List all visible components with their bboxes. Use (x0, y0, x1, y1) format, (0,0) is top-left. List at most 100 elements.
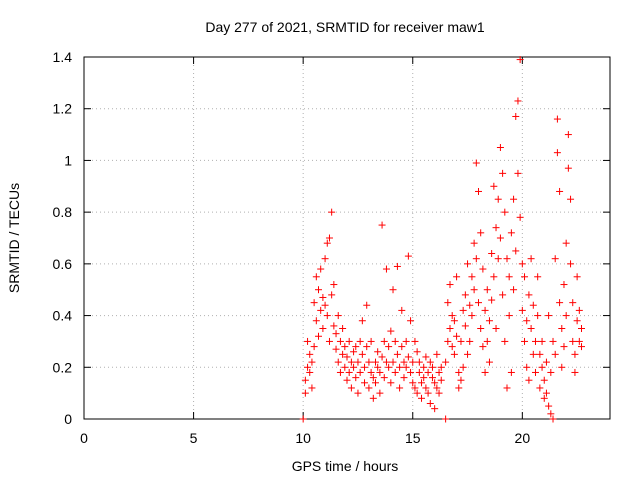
data-point (481, 306, 489, 314)
data-point (542, 358, 550, 366)
chart-title: Day 277 of 2021, SRMTID for receiver maw… (205, 19, 485, 35)
data-point (358, 350, 366, 358)
data-point (514, 169, 522, 177)
data-point (510, 195, 518, 203)
data-point (391, 368, 399, 376)
data-point (477, 325, 485, 332)
data-point (479, 265, 487, 273)
data-point (413, 389, 421, 397)
data-point (470, 286, 478, 294)
data-point (567, 195, 575, 203)
data-point (424, 389, 432, 397)
data-point (393, 350, 401, 358)
data-point (361, 379, 369, 387)
data-point (330, 281, 338, 289)
data-point (382, 358, 390, 366)
data-point (573, 317, 581, 325)
data-point (380, 374, 388, 382)
data-point (475, 299, 482, 307)
data-point (499, 169, 507, 177)
data-point (431, 405, 439, 413)
data-point (507, 229, 515, 237)
data-point (341, 363, 349, 371)
data-point (492, 325, 500, 332)
data-point (496, 234, 504, 242)
data-point (422, 384, 430, 392)
data-point (352, 343, 360, 351)
data-point (330, 322, 338, 330)
data-point (343, 376, 351, 384)
data-point (516, 213, 524, 221)
data-point (369, 374, 377, 382)
data-point (402, 363, 410, 371)
data-point (389, 286, 397, 294)
data-point (468, 273, 476, 281)
data-point (350, 363, 358, 371)
data-point (428, 374, 436, 382)
data-point (446, 325, 454, 332)
data-point (415, 358, 423, 366)
data-point (457, 337, 465, 345)
data-point (389, 358, 397, 366)
data-point (437, 363, 445, 371)
data-point (481, 368, 489, 376)
data-point (505, 273, 513, 281)
data-point (391, 337, 399, 345)
data-point (323, 312, 331, 320)
data-point (518, 260, 526, 268)
data-point (459, 363, 467, 371)
data-point (426, 358, 434, 366)
data-point (466, 301, 474, 309)
data-point (470, 239, 478, 247)
data-point (431, 379, 439, 387)
data-point (514, 97, 522, 105)
data-point (538, 337, 546, 345)
data-point (571, 368, 579, 376)
data-point (398, 306, 406, 314)
data-point (304, 337, 312, 345)
data-point (319, 325, 327, 332)
data-point (334, 312, 342, 320)
data-point (433, 384, 441, 392)
y-tick-label: 1.4 (53, 49, 73, 65)
data-point (569, 299, 577, 307)
data-point (512, 247, 520, 255)
data-point (475, 187, 482, 195)
data-point (361, 363, 369, 371)
data-point (332, 330, 340, 338)
data-point (310, 299, 318, 307)
data-point (339, 350, 347, 358)
data-point (479, 343, 487, 351)
data-point (371, 358, 379, 366)
data-point (398, 343, 406, 351)
data-point (387, 379, 395, 387)
data-point (536, 384, 544, 392)
data-point (354, 358, 362, 366)
data-point (551, 255, 559, 263)
data-point (553, 115, 561, 123)
data-point (553, 149, 561, 157)
data-point (521, 273, 529, 281)
data-point (540, 376, 548, 384)
data-point (510, 286, 518, 294)
data-point (525, 291, 533, 299)
data-point (310, 343, 318, 351)
data-point (560, 281, 568, 289)
data-point (420, 363, 428, 371)
data-point (356, 368, 364, 376)
data-point (365, 358, 373, 366)
data-point (415, 368, 423, 376)
data-point (464, 350, 472, 358)
data-point (424, 368, 432, 376)
data-point (523, 317, 531, 325)
y-tick-label: 0.6 (53, 256, 73, 272)
data-point (363, 301, 371, 309)
data-point (435, 389, 443, 397)
data-point (409, 379, 417, 387)
data-point (461, 322, 469, 330)
data-point (339, 325, 347, 332)
data-point (540, 394, 548, 402)
data-point (413, 348, 421, 356)
data-point (525, 376, 533, 384)
data-point (400, 358, 408, 366)
